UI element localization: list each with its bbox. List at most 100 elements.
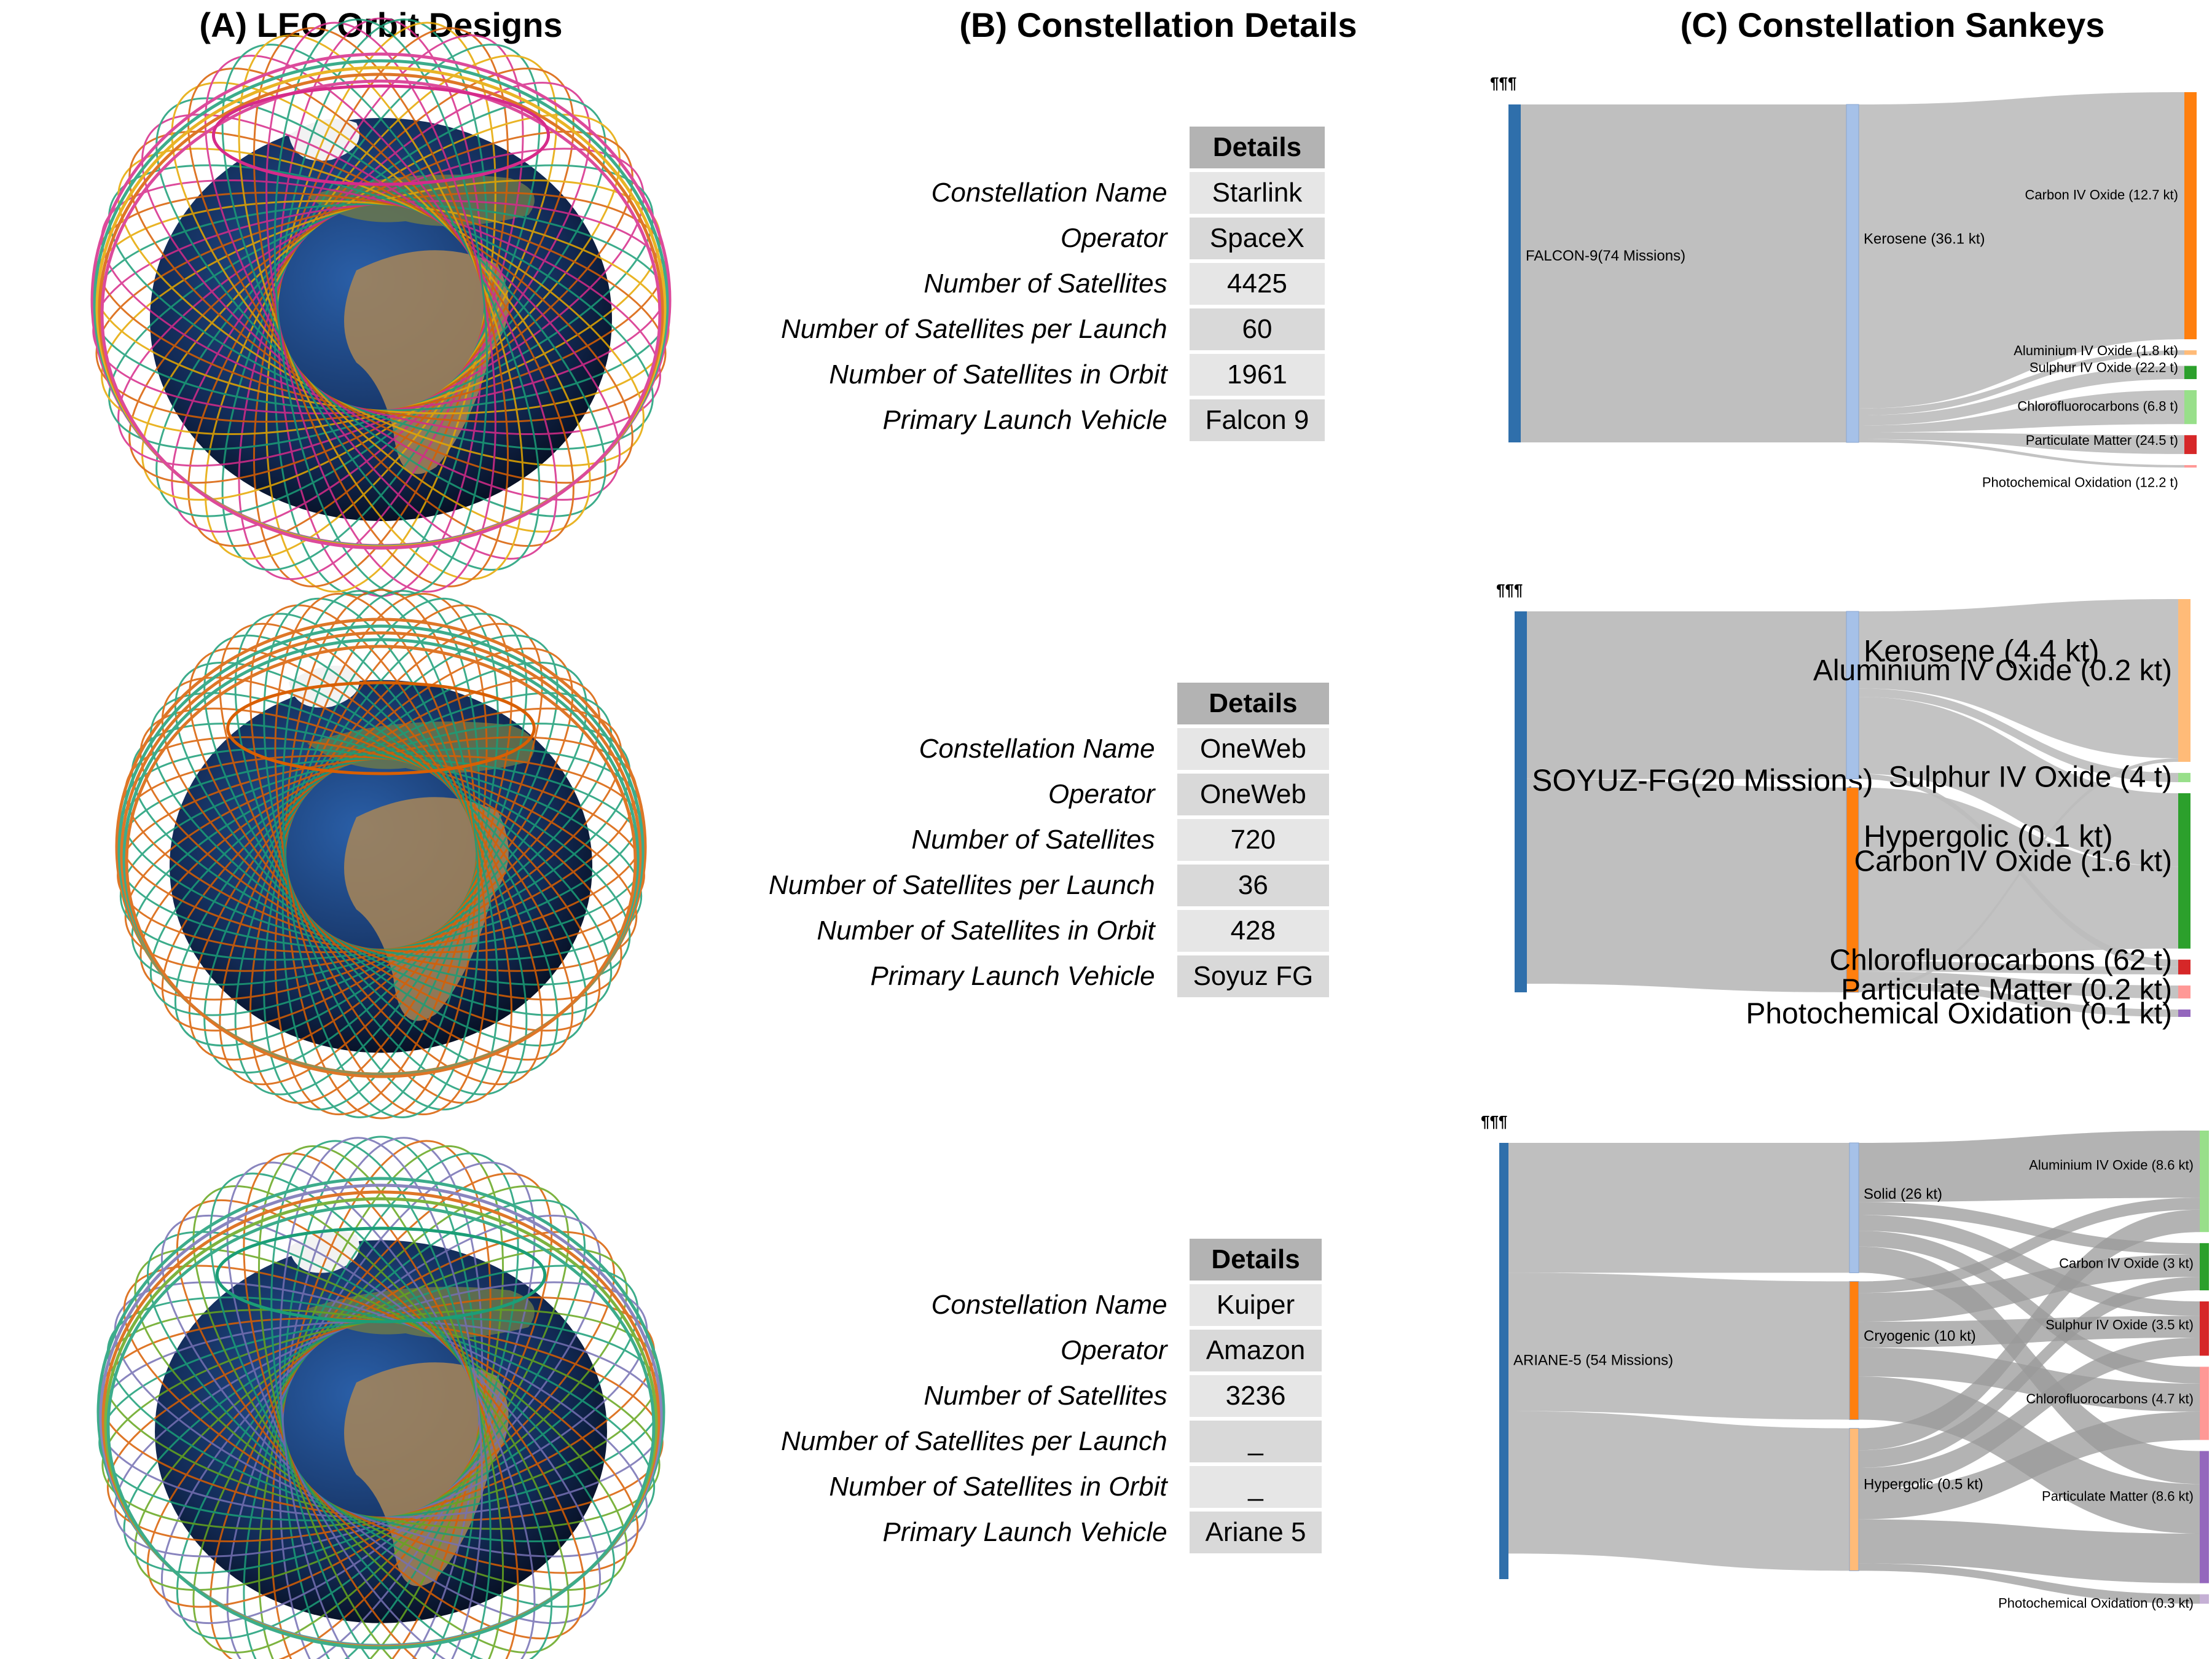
orbit-line: [209, 1172, 553, 1659]
orbit-lines: [90, 17, 672, 597]
orbit-line: [265, 22, 496, 593]
orbit-line: [265, 22, 496, 593]
detail-value: OneWeb: [1177, 728, 1330, 770]
orbit-shell: [115, 618, 647, 1076]
detail-label: Operator: [1060, 223, 1167, 253]
orbit-line: [226, 1161, 536, 1659]
sankey-link: [1859, 1316, 2200, 1348]
detail-label: Operator: [1060, 1335, 1167, 1365]
orbit-line: [128, 130, 633, 484]
sankey-output-label: Carbon IV Oxide (12.7 kt): [2025, 187, 2178, 203]
sankey-link: [1859, 787, 2178, 962]
sankey-fuel-node: [1849, 1427, 1859, 1571]
orbit-line: [174, 661, 588, 1047]
orbit-line: [149, 692, 613, 1016]
sankey-source-node: [1508, 104, 1521, 442]
continent-greenland: [289, 1231, 359, 1273]
orbit-line: [234, 613, 528, 1096]
orbit-lines: [96, 1135, 665, 1659]
orbit-shell: [93, 59, 669, 548]
sankey-fuel-label: Hypergolic (0.1 kt): [1864, 819, 2113, 853]
sankey-source-label: FALCON-9(74 Missions): [1526, 248, 1685, 264]
orbit-shell: [117, 624, 645, 1077]
orbit-line: [101, 179, 661, 436]
sankey-link: [1859, 439, 2184, 468]
constellation-details-table-1: Details Constellation Name Starlink Operato…: [780, 123, 1325, 445]
orbit-line: [219, 622, 543, 1086]
detail-value: 36: [1177, 865, 1330, 906]
orbit-line: [273, 18, 488, 596]
sankey-fuel-node: [1849, 1142, 1859, 1273]
orbit-line: [123, 1265, 639, 1574]
orbit-line: [117, 755, 645, 954]
sankey-output-node: [2178, 772, 2190, 782]
orbit-line: [279, 1137, 483, 1659]
sankey-link: [1859, 1277, 2200, 1469]
sankey-output-node: [2184, 92, 2197, 340]
orbit-line: [128, 130, 633, 484]
sankey-output-label: Carbon IV Oxide (3 kt): [2059, 1256, 2194, 1271]
detail-label: Number of Satellites per Launch: [781, 1426, 1167, 1456]
sankey-output-node: [2178, 599, 2190, 762]
orbit-line: [192, 1185, 570, 1653]
sankey-link: [1859, 1231, 2200, 1384]
sankey-link: [1859, 1411, 2200, 1520]
orbit-line: [161, 677, 601, 1032]
continent-africa: [344, 250, 509, 474]
sankey-fuel-node: [1846, 787, 1859, 993]
orbit-line: [160, 1214, 602, 1625]
orbit-shell: [95, 66, 667, 549]
sankey-link: [1859, 390, 2184, 433]
sankey-output-label: Sulphur IV Oxide (4 t): [1888, 761, 2172, 794]
orbit-line: [270, 1140, 492, 1659]
detail-label: Constellation Name: [931, 1290, 1167, 1320]
orbit-line: [106, 1296, 656, 1543]
orbit-line: [253, 27, 509, 587]
orbit-line: [97, 1320, 665, 1519]
detail-label: Number of Satellites: [924, 1381, 1167, 1411]
header-spacer: [780, 127, 1190, 168]
constellation-details-table-2: Details Constellation Name OneWeb Operator O…: [768, 679, 1330, 1001]
sankey-output-label: Particulate Matter (8.6 kt): [2042, 1489, 2194, 1504]
orbit-line: [274, 592, 488, 1116]
detail-label: Primary Launch Vehicle: [882, 1517, 1167, 1547]
sankey-link: [1859, 350, 2184, 415]
sankey-output-node: [2178, 985, 2190, 998]
details-header: Details: [1189, 1239, 1322, 1281]
orbit-line: [98, 1317, 664, 1521]
orbit-line: [101, 1309, 661, 1530]
sankey-link: [1859, 971, 2178, 998]
orbit-shell: [98, 73, 664, 549]
orbit-line: [263, 597, 499, 1111]
orbit-shell: [122, 638, 640, 1078]
sankey-fuel-label: Solid (26 kt): [1864, 1186, 1942, 1202]
sankey-output-label: Chlorofluorocarbons (6.8 t): [2017, 398, 2178, 414]
orbit-polar-ring: [211, 84, 551, 186]
sankey-link: [1859, 774, 2178, 967]
orbit-line: [188, 647, 574, 1061]
orbit-line: [203, 634, 559, 1074]
detail-value: _: [1189, 1421, 1322, 1462]
orbit-shell: [90, 52, 672, 547]
sankey-link: [1859, 688, 2178, 782]
earth-sphere: [155, 1240, 607, 1623]
sankey-output-label: Particulate Matter (0.2 kt): [1841, 974, 2172, 1006]
sankey-link: [1859, 697, 2178, 867]
sankey-link: [1859, 982, 2178, 1017]
panel-title-orbit-designs: (A) LEO Orbit Designs: [199, 6, 563, 44]
orbit-line: [281, 590, 480, 1118]
orbit-shell: [104, 1197, 658, 1649]
orbit-line: [284, 589, 477, 1120]
orbit-line: [274, 592, 488, 1116]
sankey-output-label: Photochemical Oxidation (12.2 t): [1982, 475, 2178, 490]
orbit-line: [119, 747, 643, 961]
orbit-line: [171, 82, 591, 533]
orbit-shell: [99, 1183, 663, 1648]
sankey-output-node: [2184, 350, 2197, 355]
orbit-polar-ring: [226, 681, 536, 775]
orbit-line: [149, 692, 613, 1016]
detail-value: 428: [1177, 910, 1330, 952]
detail-label: Number of Satellites: [924, 269, 1167, 299]
sankey-link: [1859, 92, 2184, 409]
orbit-line: [117, 147, 645, 467]
